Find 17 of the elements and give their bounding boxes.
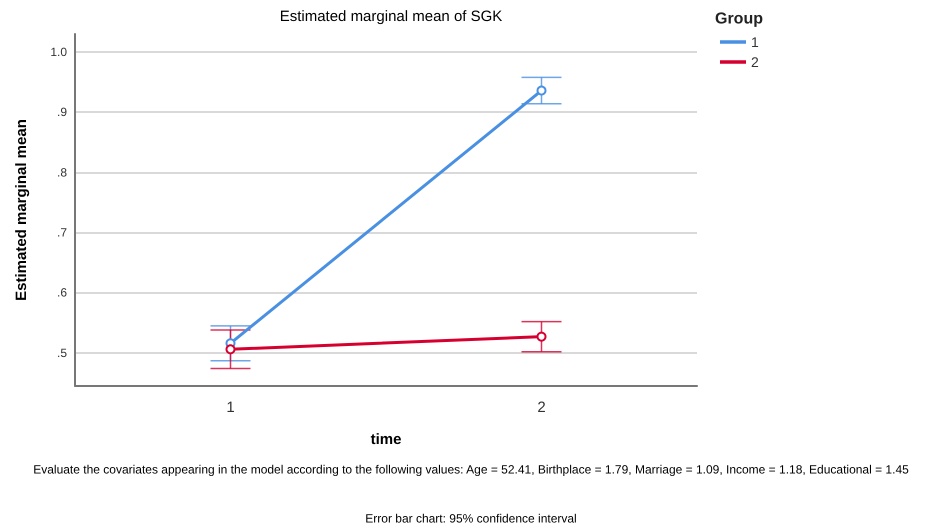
legend-label: 2: [751, 54, 759, 70]
point: [536, 86, 546, 96]
y-axis-title: Estimated marginal mean: [13, 119, 30, 301]
y-tick-label: 1.0: [50, 45, 68, 60]
legend-title: Group: [715, 10, 764, 28]
y-tick-label: .8: [56, 165, 68, 180]
y-tick-label: .5: [56, 346, 68, 360]
x-axis-title: time: [370, 431, 402, 448]
y-tick-label: .9: [56, 105, 68, 120]
text: Error bar chart: 95% confidence interval: [365, 512, 577, 523]
y-tick-label: .6: [56, 286, 68, 300]
point: [226, 344, 236, 354]
chart-title: Estimated marginal mean of SGK: [280, 8, 502, 25]
point: [536, 332, 546, 342]
y-tick-label: .7: [56, 226, 68, 240]
text: Evaluate the covariates appearing in the model according to the following values: Age = 52.41, Birthplace = 1.79, Marriage = 1.09, Income = 1.18, Educational = 1.45: [33, 462, 910, 476]
legend-label: 1: [751, 34, 759, 50]
